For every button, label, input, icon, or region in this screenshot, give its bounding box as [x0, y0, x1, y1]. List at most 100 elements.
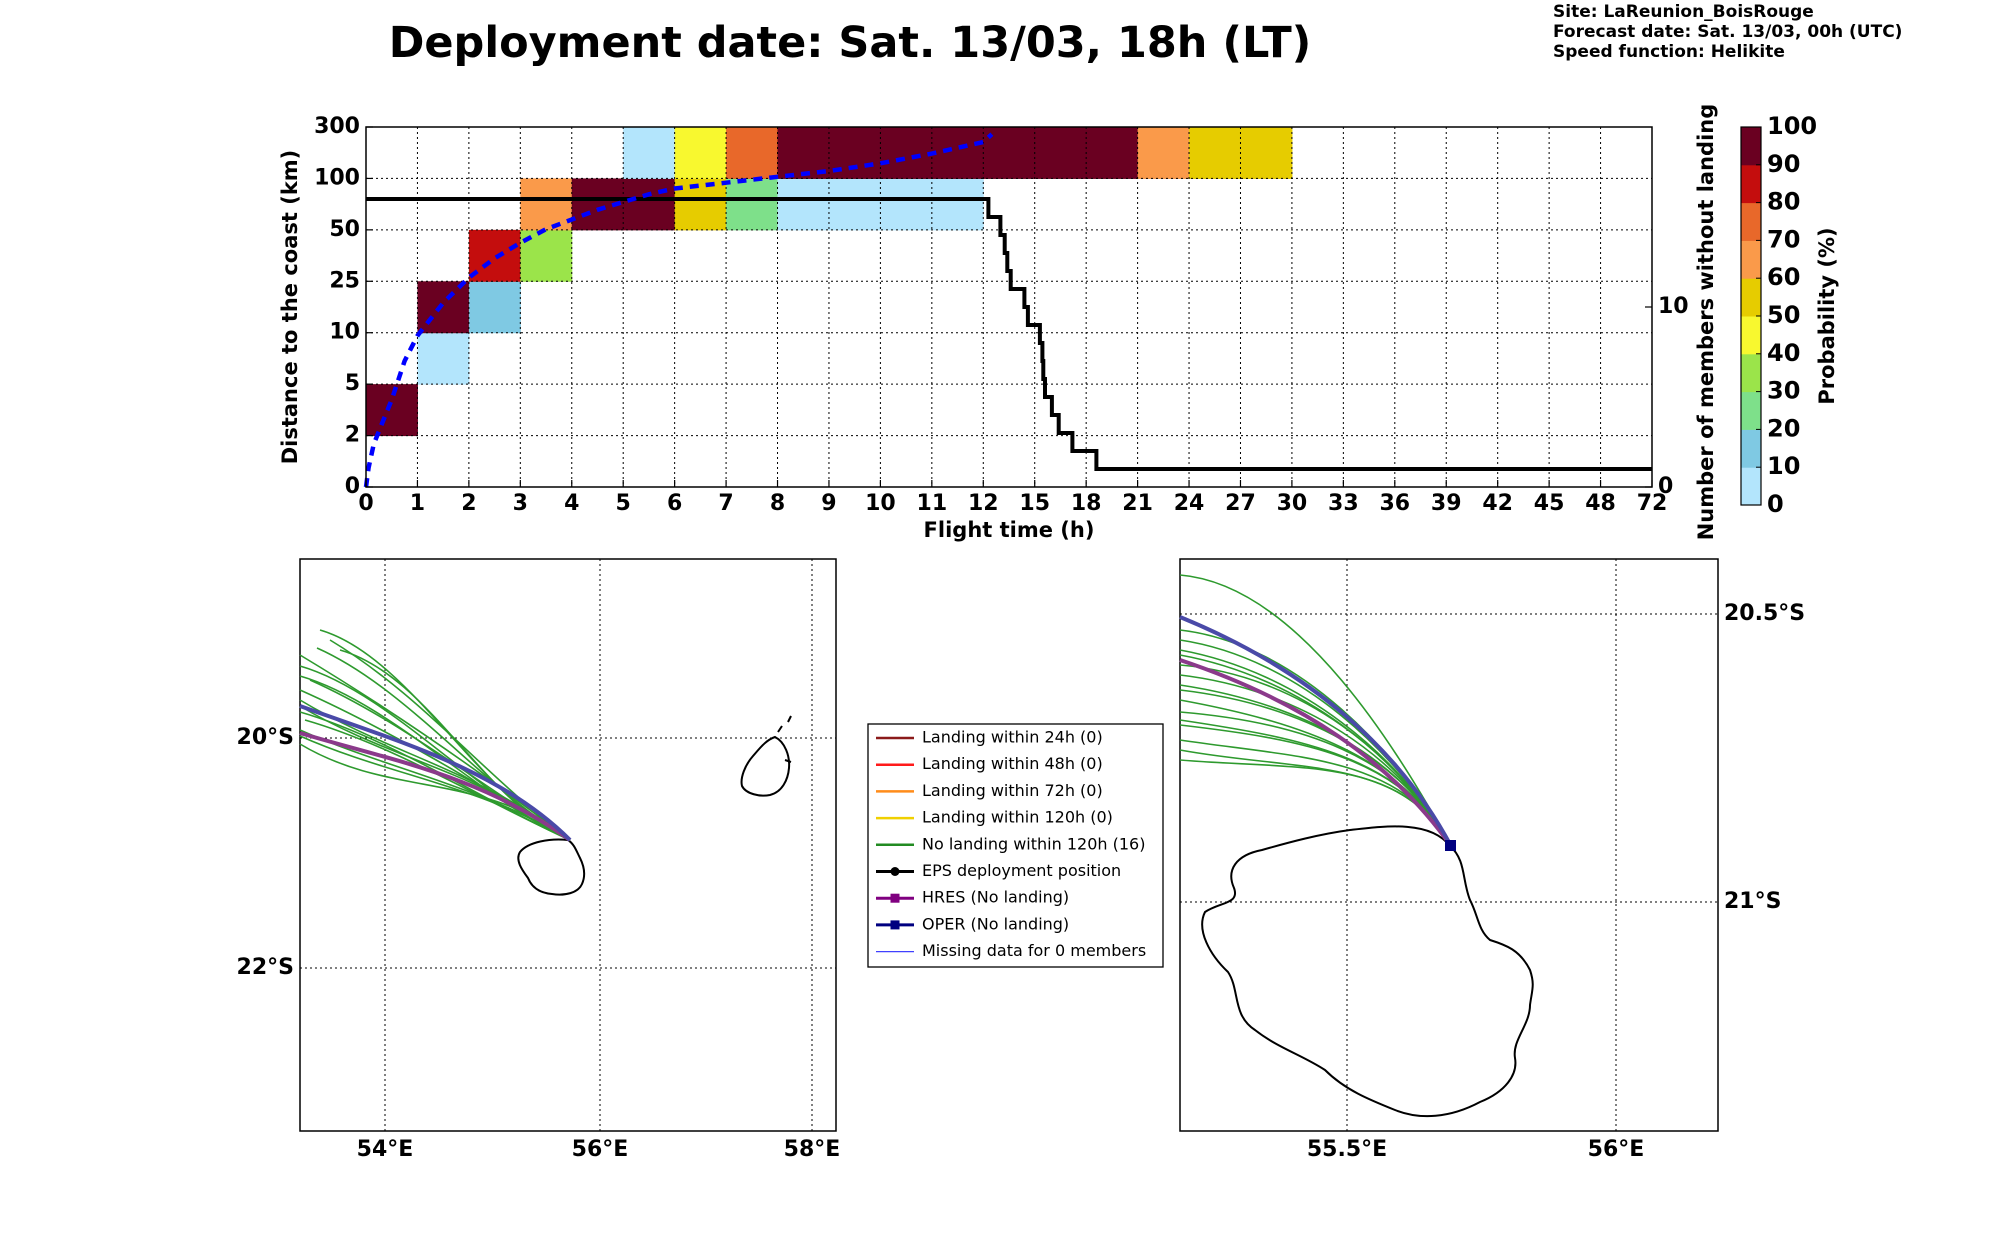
heatmap-panel: 0 1 2 3 4 5 6 7 8 9 10 11 12 15 18 21 24 27 30 33 36 39 42 45 48…	[278, 104, 1718, 542]
legend-label: EPS deployment position	[922, 861, 1121, 880]
mauritius-islets	[777, 715, 792, 763]
legend-marker	[890, 893, 900, 903]
x-tick-label: 39	[1431, 491, 1462, 516]
legend-label: Landing within 72h (0)	[922, 781, 1103, 800]
trajectory-no-landing	[299, 735, 571, 841]
trajectory-no-landing	[299, 654, 571, 841]
heatmap-cell	[1240, 127, 1293, 179]
colorbar-tick-label: 0	[1767, 490, 1784, 518]
legend: Landing within 24h (0) Landing within 48h…	[867, 723, 1164, 968]
median-distance-line	[363, 132, 994, 488]
x-tick-label: 4	[564, 491, 579, 516]
heatmap-cell	[726, 127, 779, 179]
x-axis-label: Flight time (h)	[924, 518, 1095, 542]
trajectory-hres	[1179, 658, 1453, 848]
colorbar-cell	[1741, 278, 1761, 317]
map-lon-label: 58°E	[784, 1137, 841, 1162]
heatmap-cells	[366, 127, 1293, 437]
heatmap-cell	[1034, 127, 1087, 179]
legend-label: HRES (No landing)	[922, 888, 1069, 907]
heatmap-cell	[880, 127, 933, 179]
heatmap-cell	[623, 178, 676, 231]
x-tick-label: 24	[1174, 491, 1205, 516]
x-tick-label: 0	[358, 491, 373, 516]
y2-axis-label: Number of members without landing	[1694, 104, 1718, 541]
x-tick-label: 33	[1328, 491, 1359, 516]
y-tick-label: 300	[314, 114, 360, 139]
x-tick-label: 6	[667, 491, 682, 516]
site-label: Site: LaReunion_BoisRouge	[1553, 2, 1814, 22]
colorbar-tick-label: 30	[1767, 377, 1800, 405]
legend-frame	[867, 723, 1164, 968]
trajectory-oper	[1179, 615, 1453, 847]
reunion-island-outline	[1201, 825, 1534, 1118]
map-frame	[299, 558, 837, 1132]
forecast-date-label: Forecast date: Sat. 13/03, 00h (UTC)	[1553, 22, 1903, 42]
colorbar-cell	[1741, 316, 1761, 355]
heatmap-cell	[674, 178, 727, 231]
x-tick-label: 45	[1534, 491, 1565, 516]
x-tick-label: 11	[917, 491, 948, 516]
y2-tick-label: 10	[1658, 294, 1689, 319]
legend-label: Landing within 48h (0)	[922, 754, 1103, 773]
heatmap-cell	[417, 332, 470, 385]
map-lon-label: 56°E	[572, 1137, 629, 1162]
heatmap-grid	[366, 127, 1652, 487]
heatmap-cell	[931, 127, 984, 179]
y-tick-label: 25	[329, 268, 360, 293]
x-tick-label: 48	[1585, 491, 1616, 516]
y2-tick-label: 0	[1658, 474, 1673, 499]
x-tick-label: 21	[1122, 491, 1153, 516]
y-tick-label: 2	[345, 423, 360, 448]
y-axis-label: Distance to the coast (km)	[278, 150, 302, 465]
trajectory-oper	[299, 704, 572, 842]
x-tick-label: 7	[718, 491, 733, 516]
legend-marker	[890, 867, 900, 876]
x-tick-label: 30	[1277, 491, 1308, 516]
y-tick-label: 10	[329, 320, 360, 345]
heatmap-ticks: 0 1 2 3 4 5 6 7 8 9 10 11 12 15 18 21 24 27 30 33 36 39 42 45 48…	[314, 114, 1689, 516]
x-tick-label: 15	[1019, 491, 1050, 516]
y-tick-label: 100	[314, 165, 360, 190]
heatmap-cell	[931, 178, 984, 231]
colorbar-tick-label: 90	[1767, 150, 1800, 178]
colorbar-cell	[1741, 353, 1761, 393]
x-tick-label: 2	[461, 491, 476, 516]
map-lat-label: 20.5°S	[1724, 601, 1805, 626]
x-tick-label: 18	[1071, 491, 1102, 516]
legend-label: No landing within 120h (16)	[922, 834, 1145, 853]
x-tick-label: 5	[616, 491, 631, 516]
map-lat-label: 21°S	[1724, 889, 1781, 914]
site-info: Site: LaReunion_BoisRouge Forecast date:…	[1553, 2, 1902, 62]
heatmap-cell	[880, 178, 933, 231]
y-tick-label: 50	[329, 217, 360, 242]
members-without-landing-line	[366, 197, 1652, 471]
colorbar-tick-label: 80	[1767, 188, 1800, 216]
colorbar-cell	[1741, 429, 1761, 468]
heatmap-cell	[623, 127, 676, 179]
colorbar-tick-label: 50	[1767, 301, 1800, 329]
colorbar-cell	[1741, 202, 1761, 241]
y-tick-label: 5	[345, 371, 360, 396]
legend-label: Missing data for 0 members	[922, 941, 1146, 960]
heatmap-cell	[1189, 127, 1241, 179]
y-tick-label: 0	[345, 474, 360, 499]
heatmap-cell	[1086, 127, 1139, 179]
colorbar-cells	[1740, 126, 1762, 506]
legend-label: OPER (No landing)	[922, 914, 1069, 933]
colorbar-tick-label: 40	[1767, 339, 1800, 367]
x-tick-label: 3	[513, 491, 528, 516]
colorbar-tick-label: 60	[1767, 263, 1800, 291]
x-tick-label: 8	[770, 491, 785, 516]
heatmap-cell	[520, 178, 573, 231]
heatmap-cell	[726, 178, 779, 231]
x-tick-label: 1	[410, 491, 425, 516]
legend-label: Landing within 24h (0)	[922, 728, 1103, 747]
trajectory-hres	[299, 731, 572, 842]
map-lon-label: 56°E	[1588, 1137, 1645, 1162]
colorbar-cell	[1741, 391, 1761, 430]
x-tick-label: 42	[1482, 491, 1513, 516]
legend-marker	[890, 920, 900, 930]
legend-label: Landing within 120h (0)	[922, 808, 1113, 827]
